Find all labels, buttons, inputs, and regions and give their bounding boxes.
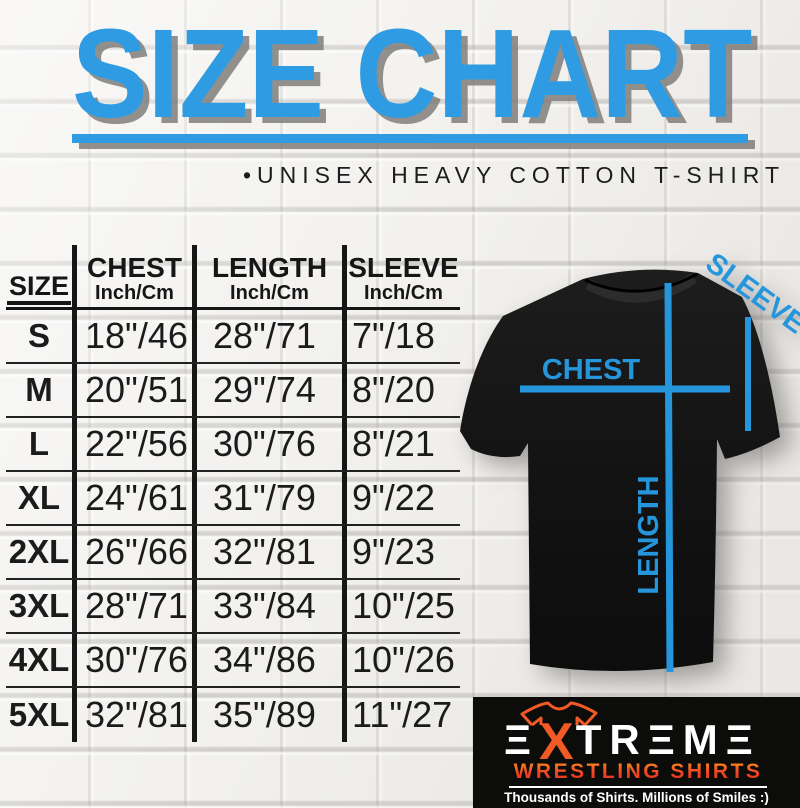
size-cell: 4XL [6,634,77,686]
chest-cell: 18"/46 [77,310,197,362]
tshirt-collar [585,273,698,303]
table-header-row: SIZE CHEST Inch/Cm LENGTH Inch/Cm SLEEVE… [6,245,460,310]
chest-cell: 24"/61 [77,472,197,524]
title-underline [72,134,748,143]
length-cell: 32"/81 [197,526,347,578]
length-cell: 35"/89 [197,688,347,742]
table-row: L 22"/56 30"/76 8"/21 [6,418,460,472]
size-chart-table: SIZE CHEST Inch/Cm LENGTH Inch/Cm SLEEVE… [6,245,460,742]
length-label: LENGTH [633,475,665,594]
tshirt-diagram: CHEST LENGTH SLEEVE [460,253,800,673]
brand-name: Ξ X TRΞMΞ [504,713,772,772]
tshirt-collar-edge [584,272,698,293]
table-row: M 20"/51 29"/74 8"/20 [6,364,460,418]
sleeve-cell: 11"/27 [352,694,453,735]
size-cell: S [6,310,77,362]
length-cell: 34"/86 [197,634,347,686]
chest-cell: 22"/56 [77,418,197,470]
size-cell: 2XL [6,526,77,578]
size-cell: 3XL [6,580,77,632]
size-cell: M [6,364,77,416]
brand-letters-rest: TRΞMΞ [575,716,761,763]
column-header-sleeve: SLEEVE Inch/Cm [348,251,459,304]
tshirt-logo-icon [520,701,598,726]
sleeve-cell: 9"/22 [352,477,435,518]
length-cell: 30"/76 [197,418,347,470]
sleeve-cell: 10"/25 [352,585,455,626]
table-row: 4XL 30"/76 34"/86 10"/26 [6,634,460,688]
sleeve-cell: 8"/21 [352,423,435,464]
size-cell: XL [6,472,77,524]
table-row: 3XL 28"/71 33"/84 10"/25 [6,580,460,634]
size-cell: 5XL [6,688,77,742]
sleeve-cell: 10"/26 [352,639,455,680]
tshirt-body [460,269,780,672]
table-row: 5XL 32"/81 35"/89 11"/27 [6,688,460,742]
column-header-length: LENGTH Inch/Cm [197,245,347,307]
page-title: SIZE CHART [72,3,753,144]
page-subtitle: •UNISEX HEAVY COTTON T-SHIRT [243,162,785,188]
chest-cell: 20"/51 [77,364,197,416]
chest-cell: 32"/81 [77,688,197,742]
table-row: XL 24"/61 31"/79 9"/22 [6,472,460,526]
chest-cell: 30"/76 [77,634,197,686]
length-measure-line [664,282,674,673]
sleeve-cell: 8"/20 [352,369,435,410]
length-cell: 31"/79 [197,472,347,524]
brand-letter-e: Ξ [504,716,540,763]
size-cell: L [6,418,77,470]
length-cell: 29"/74 [197,364,347,416]
length-cell: 28"/71 [197,310,347,362]
sleeve-cell: 9"/23 [352,531,435,572]
sleeve-cell: 7"/18 [352,315,435,356]
brand-logo: Ξ X TRΞMΞ WRESTLING SHIRTS Thousands of … [473,697,800,808]
column-header-size: SIZE [6,245,77,307]
chest-label: CHEST [542,354,641,386]
length-cell: 33"/84 [197,580,347,632]
table-row: 2XL 26"/66 32"/81 9"/23 [6,526,460,580]
brand-divider [509,786,767,788]
brand-letter-x: X [539,713,574,772]
chest-cell: 26"/66 [77,526,197,578]
table-row: S 18"/46 28"/71 7"/18 [6,310,460,364]
brand-subtitle: WRESTLING SHIRTS [507,760,769,784]
chest-cell: 28"/71 [77,580,197,632]
brand-tagline: Thousands of Shirts. Millions of Smiles … [504,790,769,805]
column-header-chest: CHEST Inch/Cm [77,245,197,307]
